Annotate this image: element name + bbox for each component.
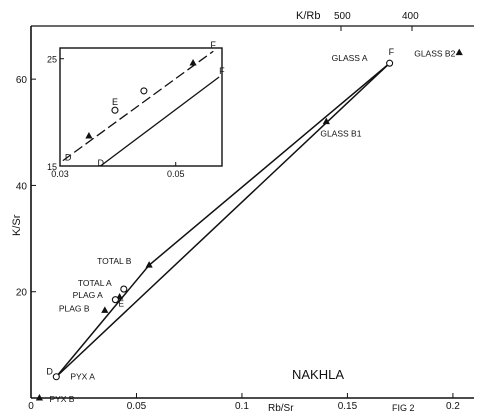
inset-x-tick-label: 0.05: [167, 169, 185, 179]
inset-data-point: [85, 131, 93, 139]
point-label-glass-a: GLASS A: [332, 53, 368, 63]
main-plot-frame: [30, 25, 474, 399]
data-point-plag-b: [101, 306, 109, 313]
point-label-total-a: TOTAL A: [78, 278, 112, 288]
inset-frame: [59, 47, 223, 167]
data-point-total-a: [120, 285, 128, 293]
y-axis-label: K/Sr: [11, 214, 23, 236]
point-label-e: E: [118, 299, 124, 309]
point-label-glass-b2: GLASS B2: [414, 49, 455, 59]
inset-y-tick-label: 15: [47, 162, 57, 172]
data-point-pyx-b: [35, 394, 44, 401]
x-tick-label: 0.05: [127, 401, 147, 411]
inset-solid-line: [100, 76, 220, 167]
inset-data-point: [189, 59, 197, 66]
x-tick-label: 0.2: [446, 401, 460, 411]
inset-end-label-d: D: [98, 158, 105, 168]
top-axis-label: K/Rb: [296, 10, 320, 22]
x-tick-label: 0.15: [338, 401, 358, 411]
y-tick-label: 20: [16, 288, 28, 299]
point-label-total-b: TOTAL B: [97, 256, 132, 266]
inset-y-tick-label: 25: [47, 55, 57, 65]
data-point-total-b: [145, 261, 153, 268]
inset-end-label-f: F: [210, 40, 216, 50]
data-point-glass-b2: [455, 48, 463, 56]
data-point-glass-b1: [322, 117, 330, 125]
point-label-plag-a: PLAG A: [73, 290, 104, 300]
y-tick-label: 60: [16, 75, 28, 86]
top-tick-500: 500: [334, 11, 351, 22]
main-axes: 0 0.05 0.1 0.15 0.2 20 40 60: [16, 75, 460, 411]
end-label-d: D: [46, 367, 53, 377]
inset-point-label-e: E: [112, 97, 118, 107]
inset-plot: 0.03 0.05 15 25 E D F D F: [47, 40, 225, 179]
x-axis-label: Rb/Sr: [268, 403, 294, 411]
x-tick-label: 0: [28, 401, 34, 411]
point-label-plag-b: PLAG B: [59, 303, 90, 313]
point-label-pyx-a: PYX A: [70, 372, 95, 382]
inset-data-point: [140, 87, 148, 95]
inset-end-label-f: F: [219, 66, 225, 76]
point-label-pyx-b: PYX B: [49, 394, 74, 404]
x-tick-label: 0.1: [235, 401, 249, 411]
data-point-pyx-a: [52, 373, 60, 381]
y-tick-label: 40: [16, 181, 28, 192]
data-point-e: [111, 296, 119, 304]
isochron-line: [55, 62, 391, 378]
inset-x-tick-label: 0.03: [51, 169, 69, 179]
main-points: GLASS A GLASS B2 GLASS B1 TOTAL B TOTAL A PLA…: [35, 47, 463, 404]
top-tick-400: 400: [402, 11, 419, 22]
figure-number: FIG 2: [392, 403, 415, 411]
inset-end-label-d: D: [65, 153, 72, 163]
inset-dashed-line: [62, 50, 214, 162]
sample-label: NAKHLA: [292, 367, 344, 382]
end-label-f: F: [389, 47, 395, 57]
data-point-glass-a: [386, 59, 394, 67]
point-label-glass-b1: GLASS B1: [320, 129, 361, 139]
inset-data-point: [111, 106, 119, 114]
